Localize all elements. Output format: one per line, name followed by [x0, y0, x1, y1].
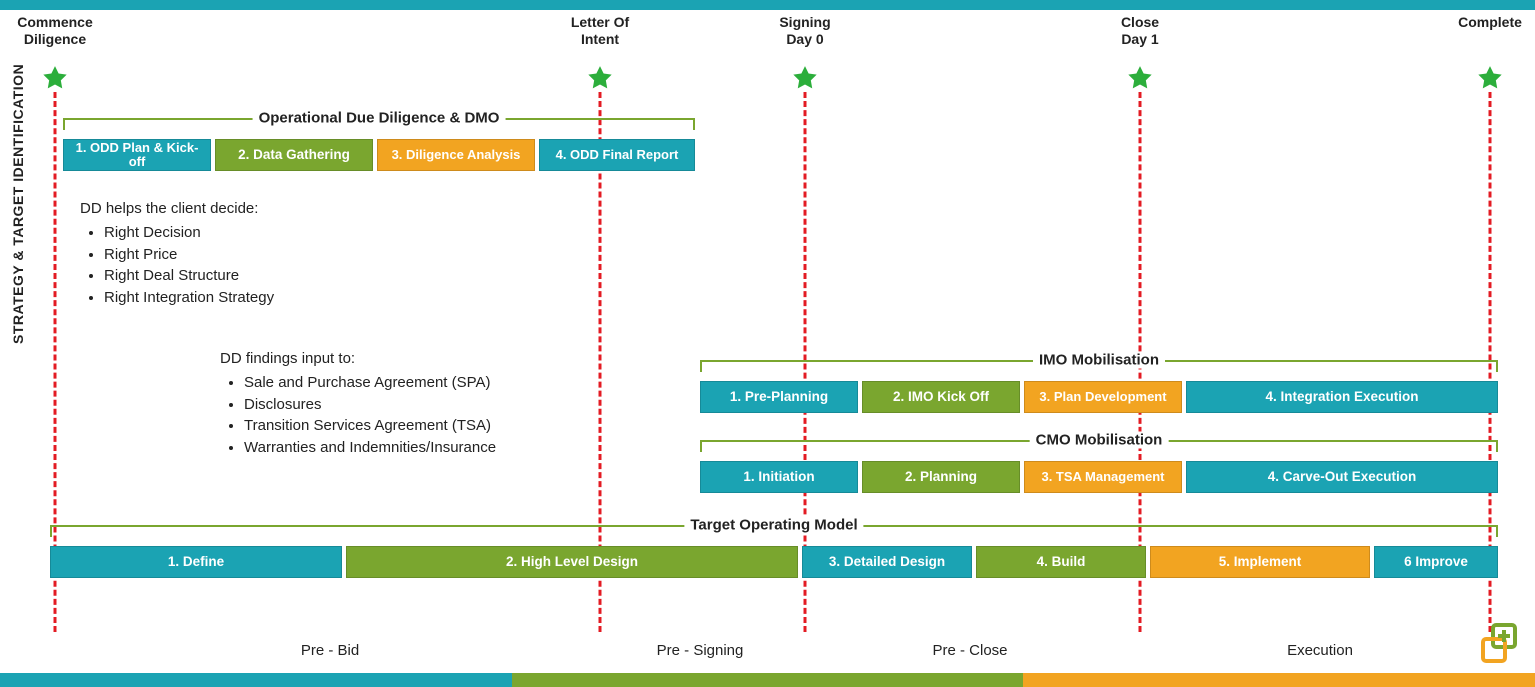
phase-label-0: Pre - Bid: [301, 642, 359, 659]
note-findings-list: Sale and Purchase Agreement (SPA)Disclos…: [244, 372, 496, 459]
note-item: Right Price: [104, 244, 274, 266]
note-item: Right Decision: [104, 222, 274, 244]
cmo-step-3: 3. TSA Management: [1024, 461, 1182, 493]
note-decide-heading: DD helps the client decide:: [80, 198, 274, 220]
milestone-label-4: Complete: [1458, 14, 1522, 31]
tom-step-2: 2. High Level Design: [346, 546, 798, 578]
odd-step-1: 1. ODD Plan & Kick-off: [63, 139, 211, 171]
cmo-title: CMO Mobilisation: [1030, 432, 1169, 449]
corner-logo-icon: [1475, 619, 1525, 669]
imo-step-4: 4. Integration Execution: [1186, 381, 1498, 413]
tom-step-5: 5. Implement: [1150, 546, 1370, 578]
note-item: Sale and Purchase Agreement (SPA): [244, 372, 496, 394]
phase-label-2: Pre - Close: [932, 642, 1007, 659]
note-item: Disclosures: [244, 394, 496, 416]
bottom-bar-seg-3: [1023, 673, 1535, 687]
milestone-star-icon: [586, 64, 614, 92]
bottom-bar-seg-2: [512, 673, 1024, 687]
cmo-step-1: 1. Initiation: [700, 461, 858, 493]
milestone-star-icon: [1126, 64, 1154, 92]
tom-step-1: 1. Define: [50, 546, 342, 578]
tom-step-4: 4. Build: [976, 546, 1146, 578]
milestone-label-1: Letter OfIntent: [571, 14, 629, 48]
note-findings: DD findings input to:Sale and Purchase A…: [220, 348, 496, 459]
milestone-label-3: CloseDay 1: [1121, 14, 1159, 48]
note-item: Right Deal Structure: [104, 265, 274, 287]
odd-title: Operational Due Diligence & DMO: [253, 110, 506, 127]
imo-step-2: 2. IMO Kick Off: [862, 381, 1020, 413]
odd-step-2: 2. Data Gathering: [215, 139, 373, 171]
phase-label-1: Pre - Signing: [657, 642, 744, 659]
bottom-bar-seg-1: [0, 673, 512, 687]
note-findings-heading: DD findings input to:: [220, 348, 496, 370]
imo-step-1: 1. Pre-Planning: [700, 381, 858, 413]
milestone-label-0: CommenceDiligence: [17, 14, 92, 48]
note-item: Right Integration Strategy: [104, 287, 274, 309]
note-decide: DD helps the client decide:Right Decisio…: [80, 198, 274, 309]
note-decide-list: Right DecisionRight PriceRight Deal Stru…: [104, 222, 274, 309]
milestone-label-2: SigningDay 0: [779, 14, 830, 48]
note-item: Warranties and Indemnities/Insurance: [244, 437, 496, 459]
side-rotated-label: STRATEGY & TARGET IDENTIFICATION: [10, 63, 26, 343]
cmo-step-4: 4. Carve-Out Execution: [1186, 461, 1498, 493]
milestone-star-icon: [41, 64, 69, 92]
tom-step-3: 3. Detailed Design: [802, 546, 972, 578]
odd-step-4: 4. ODD Final Report: [539, 139, 695, 171]
top-accent-bar: [0, 0, 1535, 10]
imo-step-3: 3. Plan Development: [1024, 381, 1182, 413]
note-item: Transition Services Agreement (TSA): [244, 415, 496, 437]
milestone-star-icon: [1476, 64, 1504, 92]
milestone-star-icon: [791, 64, 819, 92]
phase-label-3: Execution: [1287, 642, 1353, 659]
odd-step-3: 3. Diligence Analysis: [377, 139, 535, 171]
cmo-step-2: 2. Planning: [862, 461, 1020, 493]
tom-title: Target Operating Model: [684, 517, 863, 534]
tom-step-6: 6 Improve: [1374, 546, 1498, 578]
bottom-accent-bars: [0, 673, 1535, 687]
imo-title: IMO Mobilisation: [1033, 352, 1165, 369]
